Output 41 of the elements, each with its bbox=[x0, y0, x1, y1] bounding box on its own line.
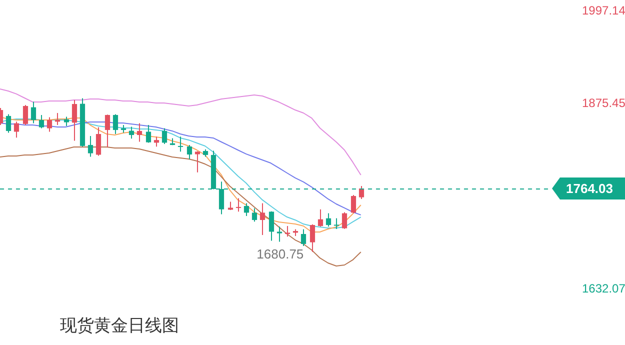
candlestick bbox=[236, 198, 242, 212]
y-tick-label: 1632.07 bbox=[582, 281, 625, 296]
candlestick bbox=[146, 124, 152, 144]
candlestick bbox=[318, 208, 324, 228]
candlestick bbox=[64, 116, 70, 127]
candlestick bbox=[128, 126, 134, 140]
candlestick bbox=[350, 194, 356, 214]
annotation: 1680.75 bbox=[256, 246, 304, 262]
candlestick bbox=[326, 212, 332, 228]
candlestick bbox=[162, 128, 168, 144]
candlestick bbox=[310, 224, 316, 252]
candlestick bbox=[88, 135, 94, 158]
candlestick bbox=[244, 202, 250, 216]
candlestick bbox=[300, 228, 306, 246]
candlestick bbox=[284, 226, 290, 238]
y-tick-label: 1997.14 bbox=[582, 3, 625, 18]
candlestick bbox=[38, 114, 44, 129]
candlestick bbox=[358, 186, 364, 200]
candlestick bbox=[14, 121, 20, 138]
candlestick bbox=[334, 218, 340, 230]
candlestick bbox=[46, 116, 52, 132]
candlestick bbox=[178, 136, 184, 152]
candlestick bbox=[30, 101, 36, 124]
candlestick bbox=[268, 210, 274, 242]
candlestick bbox=[112, 114, 118, 135]
candlestick bbox=[260, 202, 266, 236]
candlestick bbox=[276, 226, 282, 242]
candlestick bbox=[72, 99, 78, 142]
y-tick-label: 1875.45 bbox=[582, 96, 625, 110]
candlestick bbox=[194, 150, 200, 173]
candlestick bbox=[154, 136, 160, 148]
ref-line-label: 1764.03 bbox=[566, 181, 614, 196]
candlestick bbox=[186, 144, 192, 160]
candlestick bbox=[6, 114, 12, 134]
candlestick bbox=[342, 212, 348, 230]
candlestick bbox=[104, 114, 110, 148]
candlestick bbox=[22, 104, 28, 126]
candlestick bbox=[252, 208, 258, 222]
text: 现货黄金日线图 bbox=[60, 315, 179, 337]
candlestick bbox=[96, 126, 102, 156]
candlestick bbox=[136, 122, 142, 142]
